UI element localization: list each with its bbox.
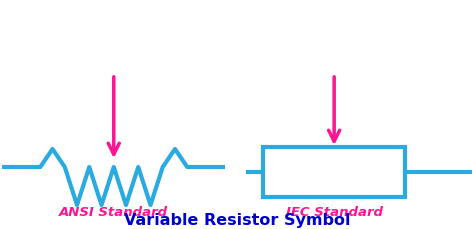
Text: IEC Standard: IEC Standard bbox=[286, 206, 383, 219]
Bar bbox=[263, 147, 405, 197]
Text: ANSI Standard: ANSI Standard bbox=[59, 206, 168, 219]
Text: Variable Resistor Symbol: Variable Resistor Symbol bbox=[124, 213, 350, 229]
